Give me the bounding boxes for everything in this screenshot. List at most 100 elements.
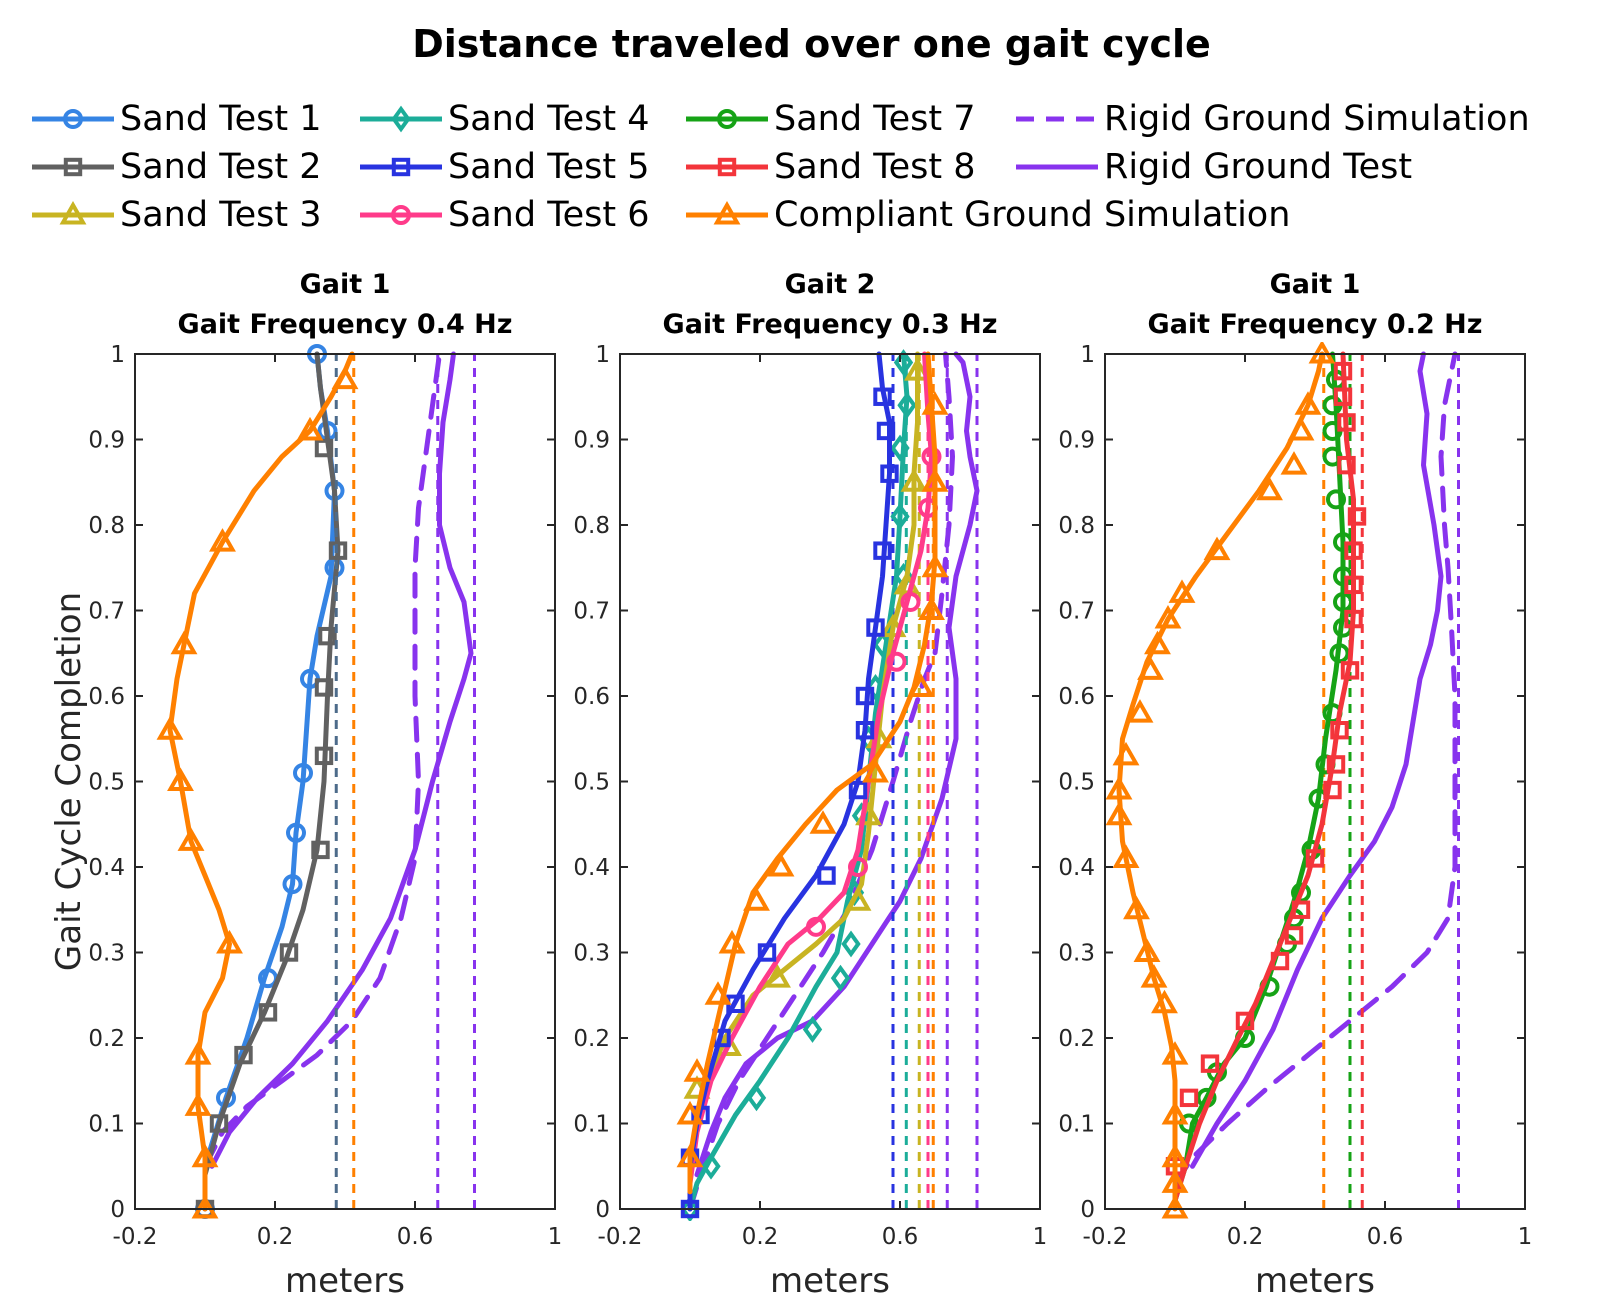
legend-label: Sand Test 3 <box>120 195 322 235</box>
y-tick-label: 0.3 <box>1058 941 1095 967</box>
series-compliant-ground-simulation-marker <box>767 852 795 877</box>
series-sand-test-6-marker <box>886 651 907 672</box>
x-tick-label: 0.2 <box>742 1224 779 1250</box>
series-sand-test-5-marker <box>876 421 896 441</box>
series-sand-test-4-marker <box>680 1195 700 1221</box>
series-sand-test-4-marker <box>701 1152 721 1180</box>
series-compliant-ground-simulation-marker <box>1151 989 1178 1014</box>
series-sand-test-4-marker <box>890 503 910 530</box>
series-sand-test-4-marker <box>802 1016 823 1043</box>
series-sand-test-8-marker <box>1330 721 1349 740</box>
series-compliant-ground-simulation-marker <box>1126 699 1154 723</box>
legend-label: Sand Test 7 <box>774 99 976 139</box>
legend-marker <box>391 105 411 133</box>
series-group <box>156 344 476 1219</box>
series-sand-test-8-marker <box>1200 1054 1220 1073</box>
series-compliant-ground-simulation-marker <box>209 528 236 552</box>
figure-title: Distance traveled over one gait cycle <box>412 22 1211 66</box>
series-compliant-ground-simulation-marker <box>1203 536 1231 561</box>
series-rigid-ground-test-line <box>1190 351 1444 1169</box>
series-compliant-ground-simulation-marker <box>1308 342 1336 364</box>
series-sand-test-2-line <box>202 351 341 1212</box>
legend-swatch-rigid-ground-test <box>1016 164 1098 170</box>
series-sand-test-3-marker <box>904 357 931 381</box>
series-rigid-ground-simulation-line <box>1172 351 1458 1186</box>
y-tick-label: 0.6 <box>88 684 125 710</box>
legend-label: Sand Test 1 <box>120 99 322 139</box>
series-sand-test-6-marker <box>806 916 826 937</box>
y-tick-label: 0.4 <box>1058 855 1095 881</box>
series-compliant-ground-simulation-marker <box>1287 416 1315 441</box>
legend-item-sand-test-3: Sand Test 3 <box>28 191 322 239</box>
series-compliant-ground-simulation-marker <box>921 468 949 492</box>
x-axis-label: meters <box>1255 1261 1375 1301</box>
legend-marker <box>717 157 737 177</box>
legend-marker <box>391 157 411 177</box>
subplot-title: Gait 2 <box>785 269 876 300</box>
x-tick-label: 1 <box>548 1224 563 1250</box>
subplot-subtitle: Gait Frequency 0.3 Hz <box>663 309 998 340</box>
series-sand-test-4-marker <box>746 1084 767 1112</box>
series-sand-test-2-marker <box>258 1003 278 1022</box>
y-tick-label: 0.7 <box>88 599 125 625</box>
y-tick-label: 0 <box>595 1197 610 1223</box>
series-sand-test-8-marker <box>1337 413 1356 432</box>
legend-marker <box>63 109 83 129</box>
series-sand-test-5-marker <box>855 721 875 740</box>
series-sand-test-5-marker <box>866 618 885 637</box>
series-compliant-ground-simulation-marker <box>184 1041 212 1065</box>
y-tick-label: 0.5 <box>88 770 125 796</box>
series-sand-test-4-marker <box>893 349 914 376</box>
series-compliant-ground-simulation-marker <box>1161 1100 1189 1125</box>
series-sand-test-4-marker <box>897 391 917 419</box>
series-compliant-ground-simulation-marker <box>1161 1169 1189 1193</box>
series-sand-test-5-marker <box>880 464 899 483</box>
y-tick-label: 0 <box>110 1197 125 1223</box>
series-sand-test-8-marker <box>1323 780 1342 800</box>
series-compliant-ground-simulation-line <box>687 351 938 1195</box>
series-sand-test-8-marker <box>1347 507 1367 526</box>
series-sand-test-4-marker <box>841 930 861 958</box>
series-compliant-ground-simulation-marker <box>676 1100 704 1125</box>
series-compliant-ground-simulation-marker <box>1294 391 1322 415</box>
x-tick-label: 0.6 <box>882 1224 919 1250</box>
series-sand-test-8-marker <box>1235 1011 1255 1031</box>
y-tick-label: 0.9 <box>1058 428 1095 454</box>
y-tick-label: 0.8 <box>573 513 610 539</box>
legend-item-sand-test-8: Sand Test 8 <box>682 143 976 191</box>
y-axis-label: Gait Cycle Completion <box>49 592 89 971</box>
series-sand-test-8-marker <box>1291 900 1311 919</box>
series-compliant-ground-simulation-marker <box>809 810 837 834</box>
y-tick-label: 0.7 <box>573 599 610 625</box>
x-tick-label: 0.6 <box>1367 1224 1404 1250</box>
series-compliant-ground-simulation-marker <box>1280 451 1308 475</box>
x-tick-label: -0.2 <box>1083 1224 1128 1250</box>
series-sand-test-7-marker <box>1326 489 1346 510</box>
y-tick-label: 0.9 <box>88 428 125 454</box>
series-sand-test-2-marker <box>279 943 299 962</box>
series-compliant-ground-simulation-marker <box>1154 605 1182 629</box>
legend-item-sand-test-4: Sand Test 4 <box>356 95 650 143</box>
series-sand-test-8-marker <box>1305 849 1325 868</box>
y-tick-label: 0.8 <box>1058 513 1095 539</box>
series-compliant-ground-simulation-marker <box>216 929 243 954</box>
y-tick-label: 0.6 <box>573 684 610 710</box>
plot-area <box>1105 354 1525 1209</box>
series-rigid-ground-simulation-line <box>202 351 442 1169</box>
subplot-1: 0 0.1 0.2 0.3 0.4 0.5 0.6 0.7 0.8 0.9 1 -0.2 0.2 0.6 1… <box>49 269 562 1301</box>
series-compliant-ground-simulation-marker <box>1256 476 1283 501</box>
legend-item-compliant-ground-simulation: Compliant Ground Simulation <box>682 191 1290 239</box>
series-sand-test-3-marker <box>844 887 872 911</box>
series-compliant-ground-simulation-marker <box>191 1194 219 1219</box>
series-group <box>676 349 980 1221</box>
series-compliant-ground-simulation-marker <box>331 365 359 390</box>
series-compliant-ground-simulation-marker <box>1105 801 1133 826</box>
legend-item-rigid-ground-test: Rigid Ground Test <box>1012 143 1412 191</box>
legend-marker <box>717 109 737 129</box>
legend-item-sand-test-1: Sand Test 1 <box>28 95 322 143</box>
y-tick-label: 0.1 <box>1058 1112 1095 1138</box>
series-compliant-ground-simulation-marker <box>156 716 184 740</box>
series-compliant-ground-simulation-marker <box>177 827 205 851</box>
series-compliant-ground-simulation-marker <box>296 416 324 441</box>
